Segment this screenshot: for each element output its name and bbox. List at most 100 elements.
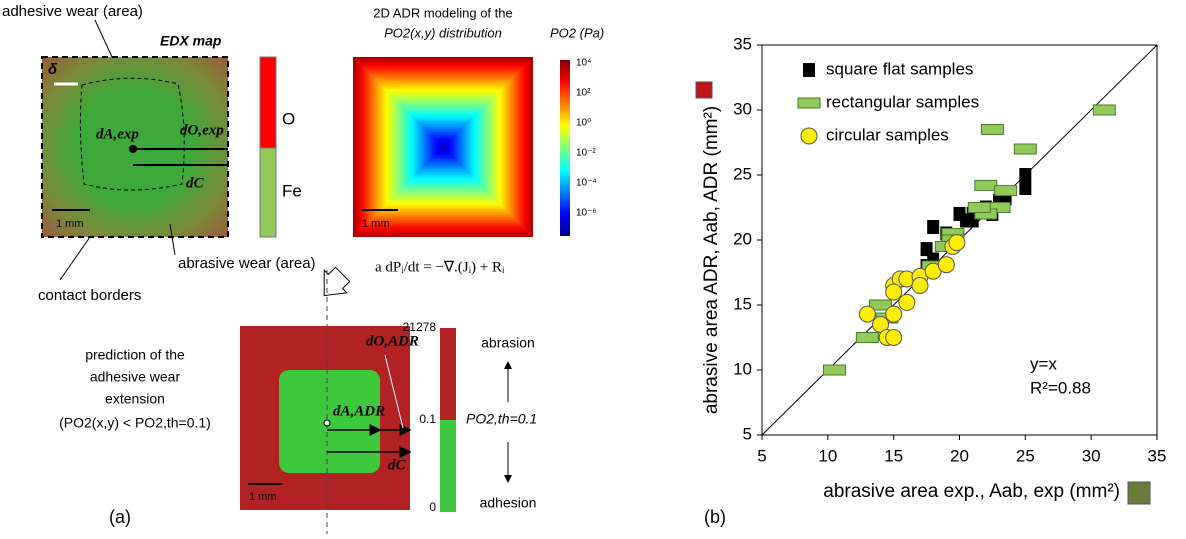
colorbar-tick-label: 10⁻⁴ (576, 178, 597, 189)
point (948, 234, 966, 252)
bar (259, 147, 277, 238)
point (967, 202, 991, 213)
colorbar-tick-label: 10² (576, 88, 591, 99)
x-tick-label: 35 (1148, 446, 1167, 465)
point (1092, 104, 1116, 116)
label: (PO2(x,y) < PO2,th=0.1) (59, 415, 211, 431)
point (937, 256, 955, 274)
label: dA,ADR (333, 403, 385, 419)
y-tick-label: 25 (733, 164, 752, 183)
colorbar-tick-label: 10⁰ (576, 118, 591, 129)
label: δ (48, 61, 58, 78)
label: contact borders (38, 287, 141, 304)
colorbar (560, 60, 570, 236)
label: EDX map (160, 33, 222, 49)
y-tick-label: 20 (733, 229, 752, 248)
legend-label: circular samples (826, 125, 949, 144)
label: 1 mm (362, 218, 390, 230)
x-axis-title: abrasive area exp., Aab, exp (mm²) (823, 481, 1120, 502)
bar (259, 56, 277, 149)
point (911, 277, 929, 294)
point (994, 185, 1018, 197)
point (885, 329, 903, 346)
heat-cell (441, 145, 445, 149)
point (869, 299, 892, 311)
icon (1127, 481, 1151, 505)
label: 1 mm (249, 491, 277, 503)
panel-label: (b) (704, 507, 726, 527)
y-tick-label: 5 (743, 424, 752, 443)
point (858, 305, 876, 323)
x-tick-label: 5 (757, 446, 766, 465)
label: prediction of the (85, 347, 185, 363)
legend-label: rectangular samples (826, 92, 979, 111)
point (885, 283, 903, 301)
y-tick-label: 30 (733, 99, 752, 118)
label: PO2(x,y) distribution (384, 25, 502, 40)
bar (440, 420, 456, 512)
label: 1 mm (56, 218, 84, 230)
label: PO2,th=0.1 (466, 411, 537, 427)
label: 21278 (403, 320, 437, 334)
label: abrasive wear (area) (178, 255, 316, 272)
label: 2D ADR modeling of the (373, 5, 512, 20)
legend-marker (803, 63, 815, 77)
label: dC (186, 175, 205, 191)
heatmap (353, 57, 533, 237)
point (974, 179, 998, 191)
point (885, 305, 903, 323)
x-tick-label: 30 (1082, 446, 1101, 465)
icon (695, 81, 713, 99)
point (980, 124, 1004, 135)
label: dA,exp (96, 126, 139, 142)
label: dO,exp (180, 122, 224, 138)
legend-marker (800, 127, 818, 145)
annotation: y=x (1030, 354, 1057, 373)
label: dC (388, 457, 407, 473)
label: PO2 (Pa) (550, 25, 604, 40)
point (953, 207, 966, 221)
label: adhesive wear (area) (2, 3, 143, 20)
point (898, 293, 916, 311)
x-tick-label: 25 (1016, 446, 1035, 465)
arrow-icon (323, 266, 351, 297)
label: adhesive wear (90, 369, 181, 385)
label: dO,ADR (366, 333, 419, 349)
label: adhesion (480, 495, 537, 511)
point (1019, 181, 1032, 195)
contour (79, 77, 185, 191)
label: extension (105, 391, 165, 407)
x-tick-label: 15 (884, 446, 903, 465)
legend-label: square flat samples (826, 59, 973, 78)
point (1013, 143, 1037, 155)
x-tick-label: 10 (818, 446, 837, 465)
bar (440, 328, 456, 420)
point (1019, 168, 1032, 182)
colorbar-ticks: 10⁴ 10² 10⁰ 10⁻² 10⁻⁴ 10⁻⁶ (576, 58, 597, 219)
label: 0 (429, 500, 436, 514)
leader (169, 223, 176, 256)
scatter-chart: 5 10 15 20 25 30 35 5 10 15 20 25 30 35 abrasive area … (701, 34, 1166, 526)
y-tick-label: 35 (733, 34, 752, 53)
panel-label: (a) (109, 507, 131, 527)
label: O (282, 109, 295, 128)
center (323, 419, 331, 427)
point (855, 332, 879, 343)
leader (384, 354, 404, 429)
label: abrasion (481, 335, 535, 351)
point (822, 364, 846, 376)
point (927, 220, 940, 234)
colorbar-tick-label: 10⁻⁶ (576, 208, 597, 219)
label: Fe (282, 181, 302, 200)
colorbar-tick-label: 10⁻² (576, 148, 596, 159)
legend-marker (797, 97, 821, 109)
y-tick-label: 15 (733, 294, 752, 313)
annotation: R²=0.88 (1030, 378, 1091, 397)
x-tick-label: 20 (950, 446, 969, 465)
y-axis-title: abrasive area ADR, Aab, ADR (mm²) (701, 106, 722, 414)
leader (59, 236, 91, 281)
label: 0.1 (419, 412, 436, 426)
colorbar-tick-label: 10⁴ (576, 58, 591, 69)
equation: a dPᵢ/dt = −∇.(Jᵢ) + Rᵢ (375, 259, 505, 275)
